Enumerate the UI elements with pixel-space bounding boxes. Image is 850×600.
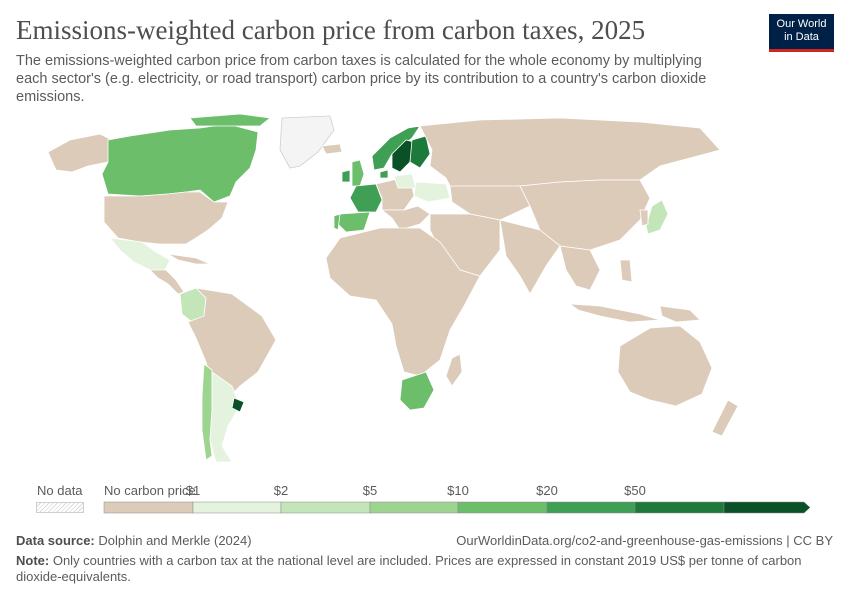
chart-subtitle: The emissions-weighted carbon price from… xyxy=(16,53,707,105)
korea xyxy=(639,209,649,227)
legend-no-data-label: No data xyxy=(37,483,83,498)
central-america xyxy=(149,269,185,295)
legend-label-0: No carbon price xyxy=(104,483,196,498)
country-canada xyxy=(101,123,259,203)
legend-label-6: $50 xyxy=(624,483,646,498)
country-ireland xyxy=(341,169,351,183)
legend-bin-4[interactable] xyxy=(457,501,548,514)
southeast-asia xyxy=(559,245,601,291)
legend-bin-7[interactable] xyxy=(723,501,811,514)
legend-bar[interactable]: No carbon price$1 $2 $5 $10 $20 $50 xyxy=(0,478,850,518)
data-source-label: Data source: xyxy=(16,533,95,548)
note-label: Note: xyxy=(16,553,50,568)
east-asia xyxy=(519,179,651,251)
country-chile xyxy=(201,363,213,461)
philippines xyxy=(619,259,633,283)
indonesia xyxy=(568,303,661,323)
country-denmark xyxy=(379,169,389,179)
legend-bin-1[interactable] xyxy=(192,501,282,514)
country-ukraine xyxy=(413,181,451,203)
country-australia xyxy=(617,325,713,407)
note-text: Only countries with a carbon tax at the … xyxy=(16,553,802,584)
country-uk xyxy=(351,159,365,187)
legend-bin-5[interactable] xyxy=(546,501,636,514)
legend-label-5: $20 xyxy=(536,483,558,498)
country-usa xyxy=(103,191,229,245)
country-poland xyxy=(393,173,417,189)
italy-balkans xyxy=(380,205,431,231)
data-source: Data source: Dolphin and Merkle (2024) xyxy=(16,533,252,548)
country-norway xyxy=(371,125,421,171)
legend-no-data-swatch[interactable] xyxy=(36,502,84,513)
new-guinea xyxy=(659,305,701,323)
chart-title: Emissions-weighted carbon price from car… xyxy=(16,15,646,45)
legend-label-4: $10 xyxy=(447,483,469,498)
country-japan xyxy=(645,199,669,235)
country-france xyxy=(349,183,383,213)
map-land xyxy=(47,113,739,463)
country-iceland xyxy=(321,143,343,155)
south-asia xyxy=(499,219,561,295)
caribbean xyxy=(167,253,211,265)
country-portugal xyxy=(333,213,341,231)
country-greenland xyxy=(279,115,335,169)
logo-line-2: in Data xyxy=(784,31,819,43)
country-alaska xyxy=(47,133,113,173)
logo-line-1: Our World xyxy=(776,18,827,30)
legend-bin-6[interactable] xyxy=(634,501,725,514)
country-spain xyxy=(337,211,371,233)
legend-bin-0[interactable] xyxy=(103,501,194,514)
note: Note: Only countries with a carbon tax a… xyxy=(16,553,816,585)
legend-label-2: $2 xyxy=(274,483,288,498)
license-url[interactable]: OurWorldinData.org/co2-and-greenhouse-ga… xyxy=(456,533,833,548)
legend-label-1: $1 xyxy=(186,483,200,498)
africa xyxy=(325,227,481,377)
country-russia xyxy=(419,117,721,191)
country-argentina xyxy=(209,371,241,463)
canada-islands xyxy=(189,113,271,127)
legend-bin-2[interactable] xyxy=(280,501,371,514)
madagascar xyxy=(445,353,463,387)
country-uruguay xyxy=(231,397,245,413)
owid-logo[interactable]: Our World in Data xyxy=(769,14,834,52)
new-zealand xyxy=(711,399,739,437)
world-map[interactable] xyxy=(0,110,850,472)
data-source-text[interactable]: Dolphin and Merkle (2024) xyxy=(98,533,252,548)
legend-bin-3[interactable] xyxy=(369,501,459,514)
country-south-africa xyxy=(399,371,435,411)
country-finland xyxy=(409,135,431,169)
legend-label-3: $5 xyxy=(363,483,377,498)
